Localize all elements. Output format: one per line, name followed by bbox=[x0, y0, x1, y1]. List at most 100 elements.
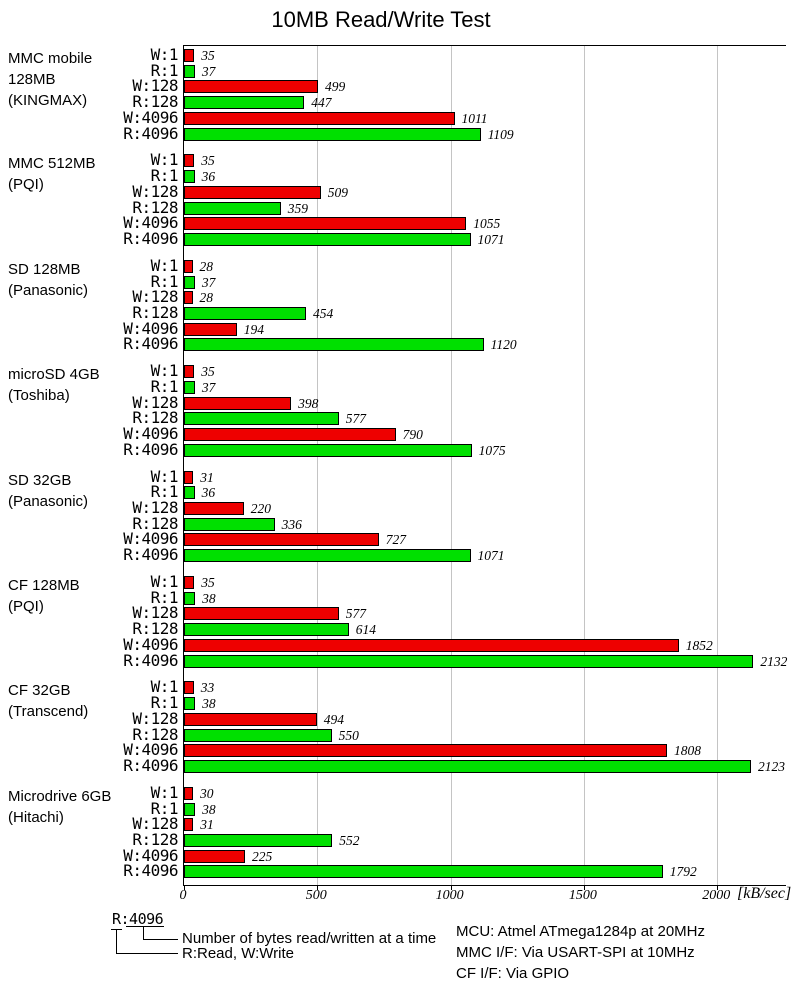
device-label: microSD 4GB (Toshiba) bbox=[8, 366, 100, 405]
bar-value: 28 bbox=[199, 258, 214, 274]
bar-value: 38 bbox=[202, 801, 216, 817]
bar-value: 1075 bbox=[478, 442, 506, 458]
write-bar-W:4096 bbox=[184, 322, 237, 336]
read-bar-R:128 bbox=[184, 517, 275, 531]
bar-label-R:128: R:128 bbox=[132, 829, 178, 849]
bar-value: 220 bbox=[250, 501, 271, 516]
bar-value: 36 bbox=[201, 169, 216, 185]
axis-tick-0 bbox=[184, 885, 185, 890]
gridline-1000 bbox=[450, 46, 452, 885]
read-bar-R:1 bbox=[184, 486, 195, 500]
bar-value: 494 bbox=[323, 711, 344, 727]
bar-value: 499 bbox=[325, 79, 346, 95]
read-bar-R:4096 bbox=[184, 443, 472, 457]
bar-label-W:128: W:128 bbox=[132, 392, 178, 412]
write-bar-W:4096 bbox=[184, 744, 667, 758]
write-bar-W:128 bbox=[184, 818, 194, 832]
read-bar-R:128 bbox=[184, 833, 333, 847]
bar-label-W:128: W:128 bbox=[132, 498, 178, 517]
bar-label-R:1: R:1 bbox=[150, 798, 179, 818]
bar-label-W:128: W:128 bbox=[132, 181, 178, 201]
x-tick-label-1000: 1000 bbox=[435, 888, 464, 903]
write-bar-W:4096 bbox=[184, 428, 396, 441]
x-tick-label-0: 0 bbox=[179, 888, 187, 903]
write-bar-W:128 bbox=[184, 607, 339, 621]
read-bar-R:4096 bbox=[184, 127, 481, 141]
x-tick-label-500: 500 bbox=[305, 888, 327, 903]
read-bar-R:128 bbox=[184, 728, 332, 742]
bar-value: 31 bbox=[200, 817, 214, 833]
bar-label-W:4096: W:4096 bbox=[123, 213, 178, 233]
bar-value: 28 bbox=[199, 290, 214, 306]
bar-value: 2132 bbox=[760, 653, 788, 669]
read-bar-R:1 bbox=[184, 802, 196, 816]
bar-value: 1071 bbox=[477, 548, 505, 564]
bar-value: 398 bbox=[298, 395, 319, 411]
read-bar-R:128 bbox=[184, 201, 281, 215]
bar-value: 550 bbox=[338, 727, 359, 743]
bar-value: 509 bbox=[327, 184, 348, 200]
write-bar-W:128 bbox=[184, 185, 321, 199]
bar-value: 37 bbox=[201, 63, 216, 79]
write-bar-W:4096 bbox=[184, 111, 455, 125]
bar-value: 2123 bbox=[758, 758, 785, 774]
read-bar-R:4096 bbox=[184, 759, 751, 773]
write-bar-W:128 bbox=[184, 80, 318, 94]
write-bar-W:1 bbox=[184, 259, 193, 273]
bar-label-R:1: R:1 bbox=[150, 482, 179, 502]
legend-note-rw: R:Read, W:Write bbox=[182, 945, 294, 962]
bar-value: 1808 bbox=[674, 743, 701, 759]
bar-label-W:4096: W:4096 bbox=[123, 634, 178, 654]
legend-underline bbox=[126, 926, 164, 927]
bar-label-R:4096: R:4096 bbox=[123, 123, 178, 143]
axis-tick-1500 bbox=[583, 885, 585, 890]
bar-label-W:128: W:128 bbox=[132, 708, 178, 728]
bar-label-W:1: W:1 bbox=[150, 782, 179, 802]
bar-value: 552 bbox=[339, 832, 360, 848]
bar-value: 35 bbox=[201, 48, 215, 63]
bar-value: 35 bbox=[201, 575, 215, 590]
bar-label-R:4096: R:4096 bbox=[123, 755, 178, 775]
bar-value: 38 bbox=[202, 696, 216, 712]
gridline-1500 bbox=[583, 46, 585, 885]
bar-value: 37 bbox=[201, 379, 216, 395]
hardware-note-mmc: MMC I/F: Via USART-SPI at 10MHz bbox=[456, 944, 695, 961]
bar-label-W:4096: W:4096 bbox=[123, 845, 178, 865]
write-bar-W:128 bbox=[184, 291, 193, 305]
bar-value: 1011 bbox=[461, 110, 488, 126]
write-bar-W:1 bbox=[184, 681, 194, 695]
device-label: Microdrive 6GB (Hitachi) bbox=[8, 787, 112, 826]
bar-label-R:1: R:1 bbox=[150, 693, 179, 713]
axis-tick-1000 bbox=[450, 885, 452, 890]
bar-label-W:1: W:1 bbox=[150, 466, 179, 486]
bar-value: 727 bbox=[385, 532, 407, 548]
bar-label-R:4096: R:4096 bbox=[123, 439, 178, 459]
read-bar-R:1 bbox=[184, 591, 196, 605]
bar-value: 1120 bbox=[490, 337, 517, 353]
hardware-notes: MCU: Atmel ATmega1284p at 20MHz MMC I/F:… bbox=[456, 921, 705, 984]
bar-label-R:128: R:128 bbox=[132, 302, 178, 322]
read-bar-R:1 bbox=[184, 64, 195, 78]
write-bar-W:1 bbox=[184, 786, 193, 800]
bar-label-R:4096: R:4096 bbox=[123, 650, 178, 670]
gridline-2000 bbox=[717, 46, 719, 885]
device-label: CF 128MB (PQI) bbox=[8, 577, 80, 615]
read-bar-R:128 bbox=[184, 96, 305, 110]
write-bar-W:1 bbox=[184, 576, 195, 589]
bar-label-W:4096: W:4096 bbox=[123, 318, 178, 338]
bar-label-R:1: R:1 bbox=[150, 60, 179, 80]
bar-value: 577 bbox=[345, 411, 367, 427]
bar-label-W:128: W:128 bbox=[132, 287, 178, 307]
device-label: MMC 512MB (PQI) bbox=[8, 155, 96, 194]
write-bar-W:4096 bbox=[184, 638, 679, 652]
hardware-note-cf: CF I/F: Via GPIO bbox=[456, 965, 570, 982]
bar-value: 614 bbox=[355, 622, 376, 638]
bar-label-W:1: W:1 bbox=[150, 255, 179, 275]
read-bar-R:4096 bbox=[184, 232, 471, 246]
read-bar-R:1 bbox=[184, 275, 195, 289]
read-bar-R:128 bbox=[184, 306, 306, 320]
bar-label-R:4096: R:4096 bbox=[123, 861, 178, 881]
read-bar-R:4096 bbox=[184, 654, 754, 668]
bar-label-R:4096: R:4096 bbox=[123, 334, 178, 354]
